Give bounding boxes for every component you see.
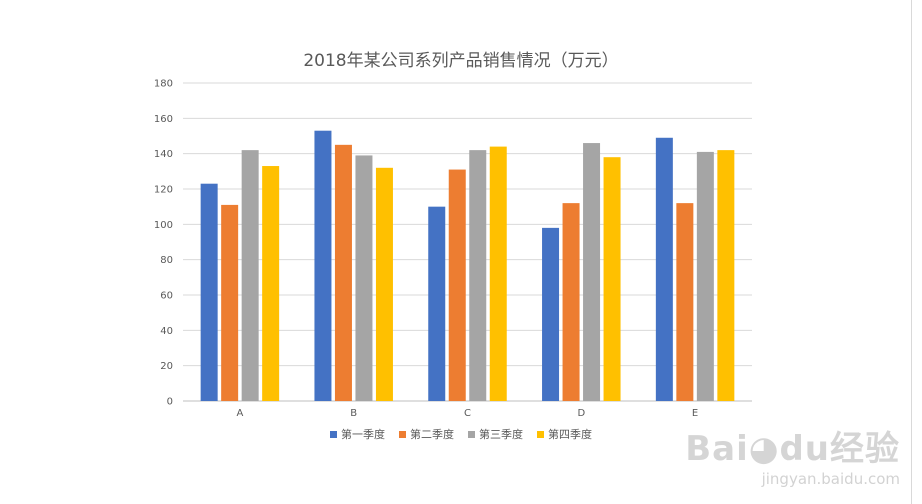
legend-label: 第一季度 — [341, 428, 385, 441]
legend-label: 第四季度 — [548, 428, 592, 441]
x-tick-label: D — [577, 408, 585, 419]
bar-C-series-4 — [489, 146, 507, 401]
y-tick-label: 160 — [154, 114, 173, 125]
y-tick-label: 20 — [160, 361, 173, 372]
legend-item: 第四季度 — [537, 426, 592, 442]
bar-D-series-1 — [542, 227, 560, 401]
chart-legend: 第一季度 第二季度 第三季度 第四季度 — [0, 426, 922, 442]
x-tick-label: C — [464, 408, 471, 419]
bar-D-series-3 — [583, 143, 601, 402]
legend-swatch — [468, 430, 475, 438]
baidu-jingyan-watermark: Bai◕du经验 jingyan.baidu.com — [685, 421, 900, 488]
legend-swatch — [330, 430, 337, 438]
bar-B-series-1 — [314, 130, 332, 401]
chart-title: 2018年某公司系列产品销售情况（万元） — [303, 51, 619, 71]
y-tick-label: 40 — [160, 326, 173, 337]
bar-B-series-2 — [334, 144, 352, 402]
legend-label: 第二季度 — [410, 428, 454, 441]
y-tick-label: 140 — [154, 149, 173, 160]
x-tick-label: A — [236, 408, 243, 419]
x-tick-label: E — [692, 408, 698, 419]
bar-B-series-4 — [375, 167, 393, 401]
y-tick-label: 60 — [160, 291, 173, 302]
legend-swatch — [399, 430, 406, 438]
bar-B-series-3 — [355, 155, 373, 401]
legend-swatch — [537, 430, 544, 438]
watermark-url: jingyan.baidu.com — [761, 470, 900, 488]
x-tick-label: B — [350, 408, 357, 419]
y-tick-label: 180 — [154, 79, 173, 90]
bar-E-series-4 — [717, 150, 735, 401]
bar-E-series-3 — [696, 151, 714, 401]
bar-E-series-2 — [676, 203, 694, 401]
y-tick-label: 120 — [154, 185, 173, 196]
watermark-logo: Bai◕du经验 — [685, 429, 900, 469]
y-tick-label: 100 — [154, 220, 173, 231]
legend-item: 第二季度 — [399, 426, 454, 442]
bar-A-series-2 — [221, 204, 239, 401]
y-tick-label: 0 — [167, 397, 173, 408]
bar-C-series-3 — [469, 150, 487, 401]
bar-C-series-2 — [448, 169, 466, 401]
y-tick-label: 80 — [160, 255, 173, 266]
bar-D-series-4 — [603, 157, 621, 401]
bar-A-series-1 — [200, 183, 218, 401]
bar-E-series-1 — [655, 137, 673, 401]
panel-border — [911, 0, 912, 504]
legend-item: 第三季度 — [468, 426, 523, 442]
legend-item: 第一季度 — [330, 426, 385, 442]
bar-C-series-1 — [428, 206, 446, 401]
legend-label: 第三季度 — [479, 428, 523, 441]
bar-A-series-3 — [241, 150, 259, 401]
bar-D-series-2 — [562, 203, 580, 401]
bar-A-series-4 — [262, 166, 280, 401]
